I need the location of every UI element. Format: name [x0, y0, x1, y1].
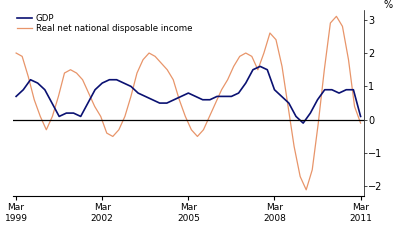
GDP: [35, 82, 40, 84]
GDP: [337, 92, 341, 94]
GDP: [208, 98, 212, 101]
GDP: [157, 102, 162, 104]
GDP: [272, 88, 277, 91]
GDP: [301, 122, 306, 124]
Real net national disposable income: [243, 52, 248, 54]
Real net national disposable income: [304, 188, 308, 191]
GDP: [179, 95, 183, 98]
GDP: [14, 95, 19, 98]
Line: Real net national disposable income: Real net national disposable income: [16, 16, 360, 190]
GDP: [351, 88, 356, 91]
Real net national disposable income: [358, 122, 363, 124]
GDP: [200, 98, 205, 101]
GDP: [229, 95, 234, 98]
GDP: [164, 102, 169, 104]
Legend: GDP, Real net national disposable income: GDP, Real net national disposable income: [17, 14, 192, 33]
GDP: [64, 112, 69, 114]
Real net national disposable income: [98, 115, 103, 118]
GDP: [50, 102, 54, 104]
GDP: [186, 92, 191, 94]
GDP: [121, 82, 126, 84]
GDP: [193, 95, 198, 98]
GDP: [129, 85, 133, 88]
GDP: [287, 102, 291, 104]
Real net national disposable income: [268, 32, 272, 34]
GDP: [42, 88, 47, 91]
GDP: [243, 82, 248, 84]
GDP: [57, 115, 62, 118]
GDP: [330, 88, 334, 91]
GDP: [251, 68, 255, 71]
Y-axis label: %: %: [384, 0, 393, 10]
GDP: [222, 95, 227, 98]
GDP: [143, 95, 148, 98]
GDP: [294, 115, 299, 118]
GDP: [315, 98, 320, 101]
GDP: [85, 102, 90, 104]
GDP: [358, 115, 363, 118]
GDP: [100, 82, 105, 84]
GDP: [265, 68, 270, 71]
GDP: [308, 112, 313, 114]
Real net national disposable income: [14, 52, 19, 54]
Real net national disposable income: [92, 105, 97, 108]
GDP: [322, 88, 327, 91]
Real net national disposable income: [346, 58, 351, 61]
GDP: [21, 88, 26, 91]
GDP: [279, 95, 284, 98]
Real net national disposable income: [310, 168, 314, 171]
GDP: [136, 92, 141, 94]
Line: GDP: GDP: [16, 66, 360, 123]
Real net national disposable income: [334, 15, 339, 18]
GDP: [93, 88, 97, 91]
GDP: [150, 98, 155, 101]
GDP: [172, 98, 176, 101]
GDP: [28, 78, 33, 81]
GDP: [258, 65, 262, 68]
GDP: [236, 92, 241, 94]
GDP: [71, 112, 76, 114]
GDP: [78, 115, 83, 118]
GDP: [107, 78, 112, 81]
GDP: [344, 88, 349, 91]
GDP: [215, 95, 220, 98]
GDP: [114, 78, 119, 81]
